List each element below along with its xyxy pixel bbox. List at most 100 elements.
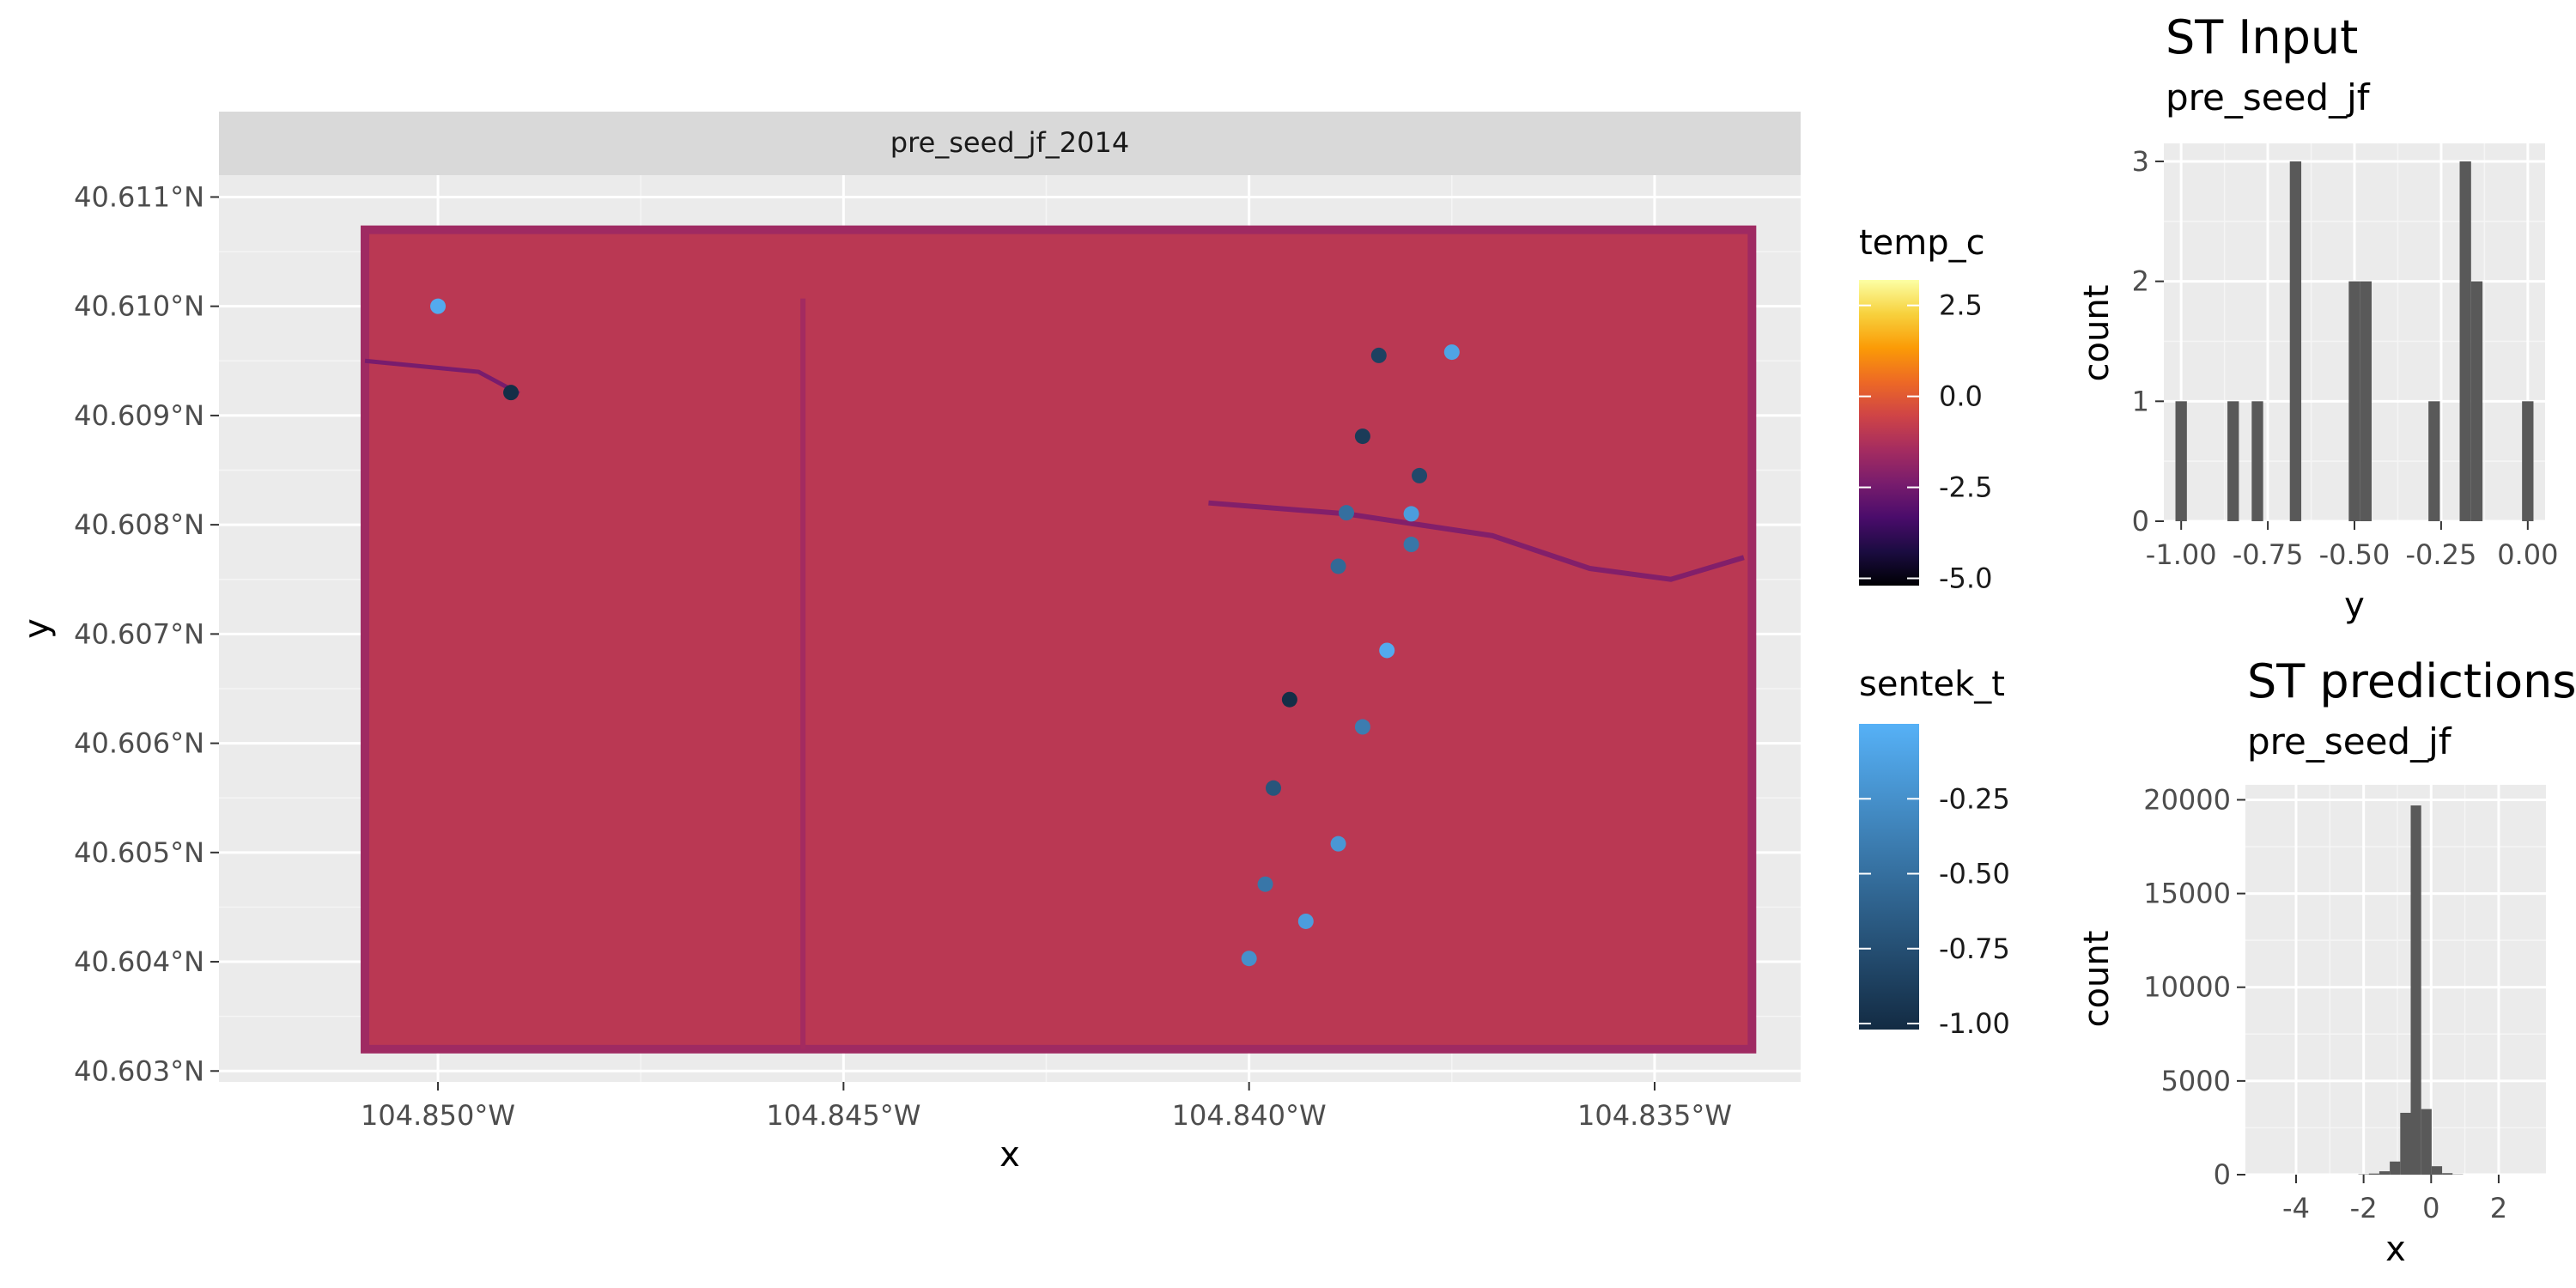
sentek-point xyxy=(1339,505,1355,521)
legend-tick-label: -0.50 xyxy=(1939,858,2010,890)
sentek-point xyxy=(1403,537,1419,553)
y-tick-label: 40.603°N xyxy=(74,1054,204,1087)
sentek-point xyxy=(503,385,519,401)
legend-tick-label: -0.75 xyxy=(1939,933,2010,965)
st-input-bars xyxy=(2175,161,2534,521)
y-tick-label: 0 xyxy=(2132,505,2149,538)
temp-legend-title: temp_c xyxy=(1859,223,1985,263)
histogram-bar xyxy=(2442,1173,2453,1175)
y-tick-label: 20000 xyxy=(2143,783,2231,816)
histogram-bar xyxy=(2251,401,2263,521)
x-tick-label: -0.50 xyxy=(2319,538,2391,571)
sentek-point xyxy=(1266,780,1281,796)
sentek-point xyxy=(1257,876,1273,892)
raster-edge xyxy=(361,225,1757,1054)
facet-strip-label: pre_seed_jf_2014 xyxy=(890,126,1129,159)
st-predictions-subtitle: pre_seed_jf xyxy=(2247,720,2452,762)
temp-legend: temp_c 2.5 0.0 -2.5 -5.0 xyxy=(1859,223,1992,595)
histogram-bar xyxy=(2459,161,2471,521)
facet-strip xyxy=(219,112,1801,175)
st-input-y-axis-ticks: 0 1 2 3 xyxy=(2132,145,2164,538)
sentek-colorbar xyxy=(1859,724,1919,1030)
main-map-panel: pre_seed_jf_2014 104.850°W 104.845°W 104.8… xyxy=(17,112,1801,1175)
histogram-bar xyxy=(2289,161,2302,521)
raster-field xyxy=(365,229,1753,1049)
x-tick-label: 104.850°W xyxy=(361,1099,515,1132)
y-tick-label: 15000 xyxy=(2143,878,2231,910)
histogram-bar xyxy=(2522,401,2534,521)
x-tick-label: 0 xyxy=(2422,1192,2439,1224)
histogram-bar xyxy=(2428,401,2440,521)
histogram-bar xyxy=(2379,1171,2391,1175)
x-tick-label: -1.00 xyxy=(2146,538,2217,571)
histogram-bar xyxy=(2368,1173,2379,1175)
sentek-legend-title: sentek_t xyxy=(1859,665,2005,704)
raster-channel xyxy=(364,358,520,396)
y-tick-label: 5000 xyxy=(2161,1065,2231,1097)
st-predictions-title: ST predictions xyxy=(2247,654,2576,708)
y-tick-label: 2 xyxy=(2132,265,2149,298)
y-tick-label: 40.608°N xyxy=(74,508,204,541)
sentek-legend: sentek_t -0.25 -0.50 -0.75 -1.00 xyxy=(1859,665,2010,1040)
sentek-point xyxy=(1330,835,1346,852)
histogram-bar xyxy=(2175,401,2187,521)
legend-tick-label: -0.25 xyxy=(1939,782,2010,815)
map-x-axis-ticks: 104.850°W 104.845°W 104.840°W 104.835°W xyxy=(361,1082,1732,1132)
y-tick-label: 40.605°N xyxy=(74,836,204,869)
sentek-point xyxy=(1354,719,1370,735)
sentek-point xyxy=(1354,428,1370,445)
st-predictions-panel-background xyxy=(2245,785,2546,1175)
map-y-axis-title: y xyxy=(17,618,57,639)
histogram-bar xyxy=(2470,281,2483,521)
temp-colorbar xyxy=(1859,280,1919,586)
st-input-histogram: ST Input pre_seed_jf -1.00 -0.75 -0.50 -0.2… xyxy=(2077,10,2558,625)
sentek-point xyxy=(1403,506,1419,522)
y-tick-label: 40.609°N xyxy=(74,399,204,432)
sentek-point xyxy=(1379,642,1395,659)
legend-tick-label: -5.0 xyxy=(1939,562,1992,595)
temperature-raster xyxy=(361,225,1757,1054)
y-tick-label: 10000 xyxy=(2143,971,2231,1004)
sentek-point xyxy=(1330,558,1346,574)
st-predictions-bars xyxy=(2358,805,2464,1175)
sentek-point xyxy=(1443,344,1460,361)
sentek-point xyxy=(1412,467,1428,483)
histogram-bar xyxy=(2431,1166,2443,1175)
x-tick-label: -0.75 xyxy=(2233,538,2304,571)
legend-tick-label: 0.0 xyxy=(1939,380,1983,413)
st-predictions-x-axis-title: x xyxy=(2385,1230,2406,1269)
y-tick-label: 40.610°N xyxy=(74,290,204,323)
st-predictions-x-axis-ticks: -4 -2 0 2 xyxy=(2282,1175,2507,1224)
x-tick-label: 104.835°W xyxy=(1577,1099,1732,1132)
x-tick-label: 104.840°W xyxy=(1172,1099,1327,1132)
histogram-bar xyxy=(2390,1161,2401,1175)
x-tick-label: -2 xyxy=(2350,1192,2378,1224)
st-input-title: ST Input xyxy=(2166,10,2358,64)
sentek-points xyxy=(430,298,1460,967)
histogram-bar xyxy=(2410,805,2421,1175)
histogram-bar xyxy=(2400,1112,2411,1175)
map-y-axis-ticks: 40.603°N 40.604°N 40.605°N 40.606°N 40.607°N… xyxy=(74,180,219,1087)
y-tick-label: 40.607°N xyxy=(74,617,204,650)
raster-channel xyxy=(1208,500,1745,582)
x-tick-label: -4 xyxy=(2282,1192,2310,1224)
st-input-y-axis-title: count xyxy=(2077,285,2117,382)
st-input-x-axis-title: y xyxy=(2344,586,2365,625)
x-tick-label: 2 xyxy=(2490,1192,2507,1224)
sentek-point xyxy=(1370,347,1387,363)
temp-legend-ticks: 2.5 0.0 -2.5 -5.0 xyxy=(1859,289,1992,595)
y-tick-label: 40.606°N xyxy=(74,727,204,760)
st-input-x-axis-ticks: -1.00 -0.75 -0.50 -0.25 0.00 xyxy=(2146,521,2558,571)
legend-tick-label: -1.00 xyxy=(1939,1007,2010,1040)
x-tick-label: 0.00 xyxy=(2497,538,2558,571)
histogram-bar xyxy=(2421,1109,2432,1175)
sentek-legend-ticks: -0.25 -0.50 -0.75 -1.00 xyxy=(1859,782,2010,1040)
sentek-point xyxy=(430,298,447,314)
sentek-point xyxy=(1281,691,1297,708)
sentek-point xyxy=(1241,951,1257,967)
st-predictions-histogram: ST predictions pre_seed_jf -4 -2 0 2 0 5000 1… xyxy=(2077,654,2576,1269)
st-input-subtitle: pre_seed_jf xyxy=(2166,76,2371,118)
histogram-bar xyxy=(2227,401,2239,521)
st-predictions-gridlines xyxy=(2245,785,2546,1176)
